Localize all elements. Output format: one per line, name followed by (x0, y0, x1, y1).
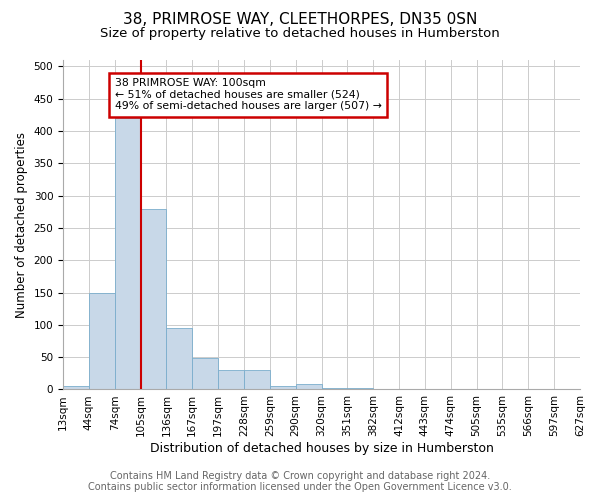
X-axis label: Distribution of detached houses by size in Humberston: Distribution of detached houses by size … (149, 442, 493, 455)
Bar (218, 370, 244, 390)
Y-axis label: Number of detached properties: Number of detached properties (15, 132, 28, 318)
Bar (89, 292, 115, 390)
Bar (166, 328, 192, 390)
Bar (322, 388, 347, 390)
Bar (270, 386, 296, 390)
Bar (347, 388, 373, 390)
Text: Contains HM Land Registry data © Crown copyright and database right 2024.
Contai: Contains HM Land Registry data © Crown c… (88, 471, 512, 492)
Text: 38, PRIMROSE WAY, CLEETHORPES, DN35 0SN: 38, PRIMROSE WAY, CLEETHORPES, DN35 0SN (123, 12, 477, 28)
Bar (140, 208, 166, 390)
Text: 38 PRIMROSE WAY: 100sqm
← 51% of detached houses are smaller (524)
49% of semi-d: 38 PRIMROSE WAY: 100sqm ← 51% of detache… (115, 78, 382, 112)
Bar (63, 386, 89, 390)
Bar (115, 118, 140, 390)
Bar (296, 384, 322, 390)
Bar (244, 370, 270, 390)
Text: Size of property relative to detached houses in Humberston: Size of property relative to detached ho… (100, 28, 500, 40)
Bar (192, 358, 218, 390)
